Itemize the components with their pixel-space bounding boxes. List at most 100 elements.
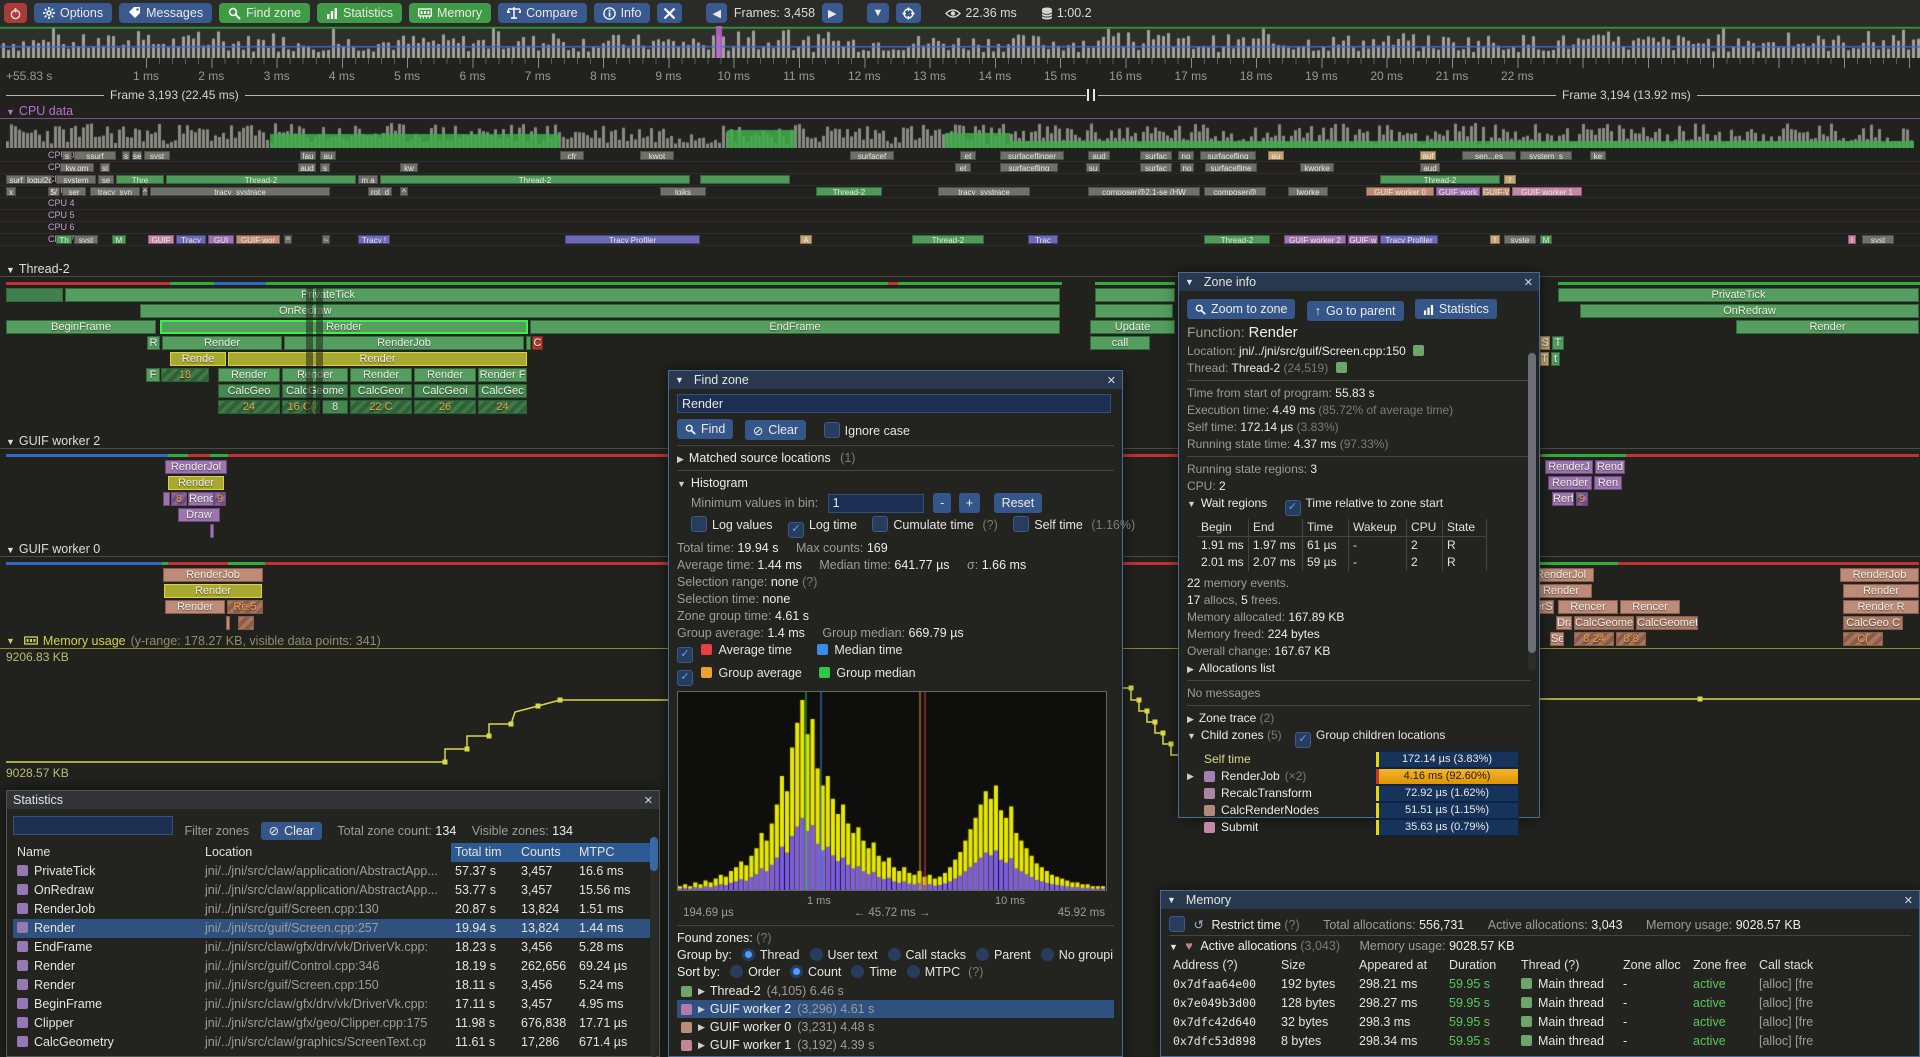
table-row-counts[interactable]: 262,656 [521, 958, 567, 973]
cpu-zone[interactable]: Th [56, 235, 72, 244]
timeline-zone[interactable] [210, 524, 214, 538]
cpu-zone[interactable]: surf [6, 175, 26, 184]
table-row-total[interactable]: 18.23 s [455, 939, 497, 954]
timeline-zone[interactable]: t [1551, 352, 1560, 366]
timeline-zone[interactable]: CalcGec [478, 384, 527, 398]
mem-col-header[interactable]: Thread (?) [1521, 958, 1580, 972]
messages-button[interactable]: Messages [119, 3, 213, 23]
cpu-zone[interactable]: ~ [322, 235, 330, 244]
cpu-zone[interactable]: system [56, 175, 96, 184]
cpu-zone[interactable]: Thread-2 [1380, 175, 1500, 184]
cpu-zone[interactable]: Thre [116, 175, 164, 184]
alloc-address[interactable]: 0x7dfaa64e00 [1173, 977, 1257, 991]
close-icon[interactable]: ✕ [1903, 894, 1913, 907]
table-row-mtpc[interactable]: 4.95 ms [579, 996, 624, 1011]
group-avg-median-checkbox[interactable]: ✓ [677, 666, 698, 686]
cpu-zone[interactable]: kwot [640, 151, 674, 160]
found-zone-group[interactable]: ▶ GUIF worker 2 (3,296) 4.61 s [677, 1000, 1114, 1018]
timeline-zone[interactable]: RenderJol [165, 460, 227, 474]
matched-source-locations[interactable]: ▶ Matched source locations (1) [677, 451, 856, 465]
cpu-zone[interactable]: tracy_syn [90, 187, 140, 196]
timeline-zone[interactable]: 22 C [350, 400, 412, 414]
radio-option-call-stacks[interactable]: Call stacks [887, 948, 966, 962]
active-allocations-header[interactable]: ▼ ♥ Active allocations (3,043) Memory us… [1169, 939, 1515, 953]
table-row-name[interactable]: Clipper [13, 1014, 201, 1033]
timeline-zone[interactable]: CalcGeome [1574, 616, 1634, 630]
table-row-name[interactable]: Render [13, 976, 201, 995]
timeline-zone[interactable]: call [1090, 336, 1150, 350]
table-row-name[interactable]: CalcGeometry [13, 1033, 201, 1052]
timeline-zone[interactable]: 8 8 [1616, 632, 1646, 646]
cpu-zone[interactable]: kw [400, 163, 418, 172]
statistics-scrollbar[interactable] [650, 837, 658, 1057]
alloc-address[interactable]: 0x7dfc42d640 [1173, 1015, 1257, 1029]
cpu-zone[interactable]: GUI [208, 235, 234, 244]
close-icon[interactable]: ✕ [1106, 374, 1116, 387]
timeline-zone[interactable]: 9 [1576, 492, 1588, 506]
prev-frame-button[interactable]: ◀ [706, 3, 727, 23]
cpu-zone[interactable]: sen...es [1462, 151, 1516, 160]
timeline-zone[interactable]: Render [1548, 476, 1592, 490]
clear-button[interactable]: ⊘ Clear [744, 420, 807, 440]
timeline-zone[interactable]: Rerf [1552, 492, 1574, 506]
table-row-total[interactable]: 18.11 s [455, 977, 496, 992]
cpu-zone[interactable]: et [955, 163, 971, 172]
cpu-zone[interactable]: syst [144, 151, 170, 160]
cpu-zone[interactable]: ^ [284, 235, 292, 244]
cpu-zone[interactable]: s [320, 163, 330, 172]
log-values-checkbox[interactable]: Log values [691, 516, 772, 532]
cpu-zone[interactable]: ^ [142, 187, 148, 196]
plus-button[interactable]: + [958, 493, 981, 513]
table-row-name[interactable]: Render [13, 957, 201, 976]
radio-option-time[interactable]: Time [851, 965, 897, 979]
timeline-zone[interactable]: Dra [1556, 616, 1572, 630]
table-row-name[interactable]: RenderJob [13, 900, 201, 919]
cpu-zone[interactable]: no [1180, 163, 1194, 172]
timeline-zone[interactable]: Render F [478, 368, 527, 382]
table-row-total[interactable]: 19.94 s [451, 918, 517, 938]
cpu-zone[interactable] [700, 175, 790, 184]
alloc-address[interactable]: 0x7e049b3d00 [1173, 996, 1257, 1010]
cpu-zone[interactable]: M [112, 235, 126, 244]
timeline-zone[interactable]: OnRedraw [1580, 304, 1919, 318]
timeline-zone[interactable]: OnRedraw [140, 304, 1060, 318]
cpu-zone[interactable]: au [320, 151, 336, 160]
cpu-zone[interactable]: surfacefling [1200, 151, 1256, 160]
cpu-zone[interactable]: rot_d [368, 187, 392, 196]
find-zone-titlebar[interactable]: ▼ Find zone ✕ [669, 371, 1122, 389]
table-row-name[interactable]: EndFrame [13, 938, 201, 957]
child-zones-header[interactable]: ▼ Child zones (5) ✓ Group children locatio… [1187, 728, 1531, 748]
cpu-zone[interactable]: aud [1420, 163, 1440, 172]
table-row-mtpc[interactable]: 671.4 µs [579, 1034, 628, 1049]
cpu-zone[interactable]: s [122, 151, 130, 160]
frame-overview-strip[interactable] [0, 26, 1920, 58]
table-row-counts[interactable]: 3,456 [521, 939, 553, 954]
cpu-zone[interactable]: m a [358, 175, 378, 184]
radio-option-count[interactable]: Count [790, 965, 841, 979]
cpu-zone[interactable]: si [100, 163, 110, 172]
timeline-zone[interactable]: Ren [1594, 476, 1622, 490]
cpu-zone[interactable]: Thread-2 [912, 235, 984, 244]
radio-option-user-text[interactable]: User text [809, 948, 878, 962]
timeline-zone[interactable]: C( [1843, 632, 1883, 646]
child-zone-row[interactable]: CalcRenderNodes 51.51 µs (1.15%) [1187, 801, 1531, 819]
found-zone-group[interactable]: ▶ GUIF worker 0 (3,231) 4.48 s [677, 1018, 1114, 1036]
timeline-zone[interactable]: T [1552, 336, 1564, 350]
cpu-zone[interactable]: se [98, 175, 114, 184]
table-row-mtpc[interactable]: 1.44 ms [575, 918, 653, 938]
cpu-zone[interactable]: system_s [1520, 151, 1572, 160]
table-row-mtpc[interactable]: 16.6 ms [579, 863, 624, 878]
cpu-zone[interactable]: su [1086, 163, 1100, 172]
table-row-counts[interactable]: 676,838 [521, 1015, 567, 1030]
alloc-call-stack[interactable]: [alloc] [fre [1759, 1015, 1814, 1029]
timeline-zone[interactable]: 9 [214, 492, 226, 506]
table-row-counts[interactable]: 17,286 [521, 1034, 560, 1049]
find-zone-query-input[interactable]: Render [677, 394, 1111, 413]
mem-col-header[interactable]: Size [1281, 958, 1306, 972]
timeline-zone[interactable]: 18 [161, 368, 209, 382]
cpu-zone[interactable]: auf [1420, 151, 1436, 160]
cpu-zone[interactable]: no [1178, 151, 1194, 160]
cpu-zone[interactable]: tracy_systrace [150, 187, 330, 196]
cpu-zone[interactable]: syst [74, 235, 98, 244]
self-time-checkbox[interactable]: Self time [1013, 516, 1083, 532]
